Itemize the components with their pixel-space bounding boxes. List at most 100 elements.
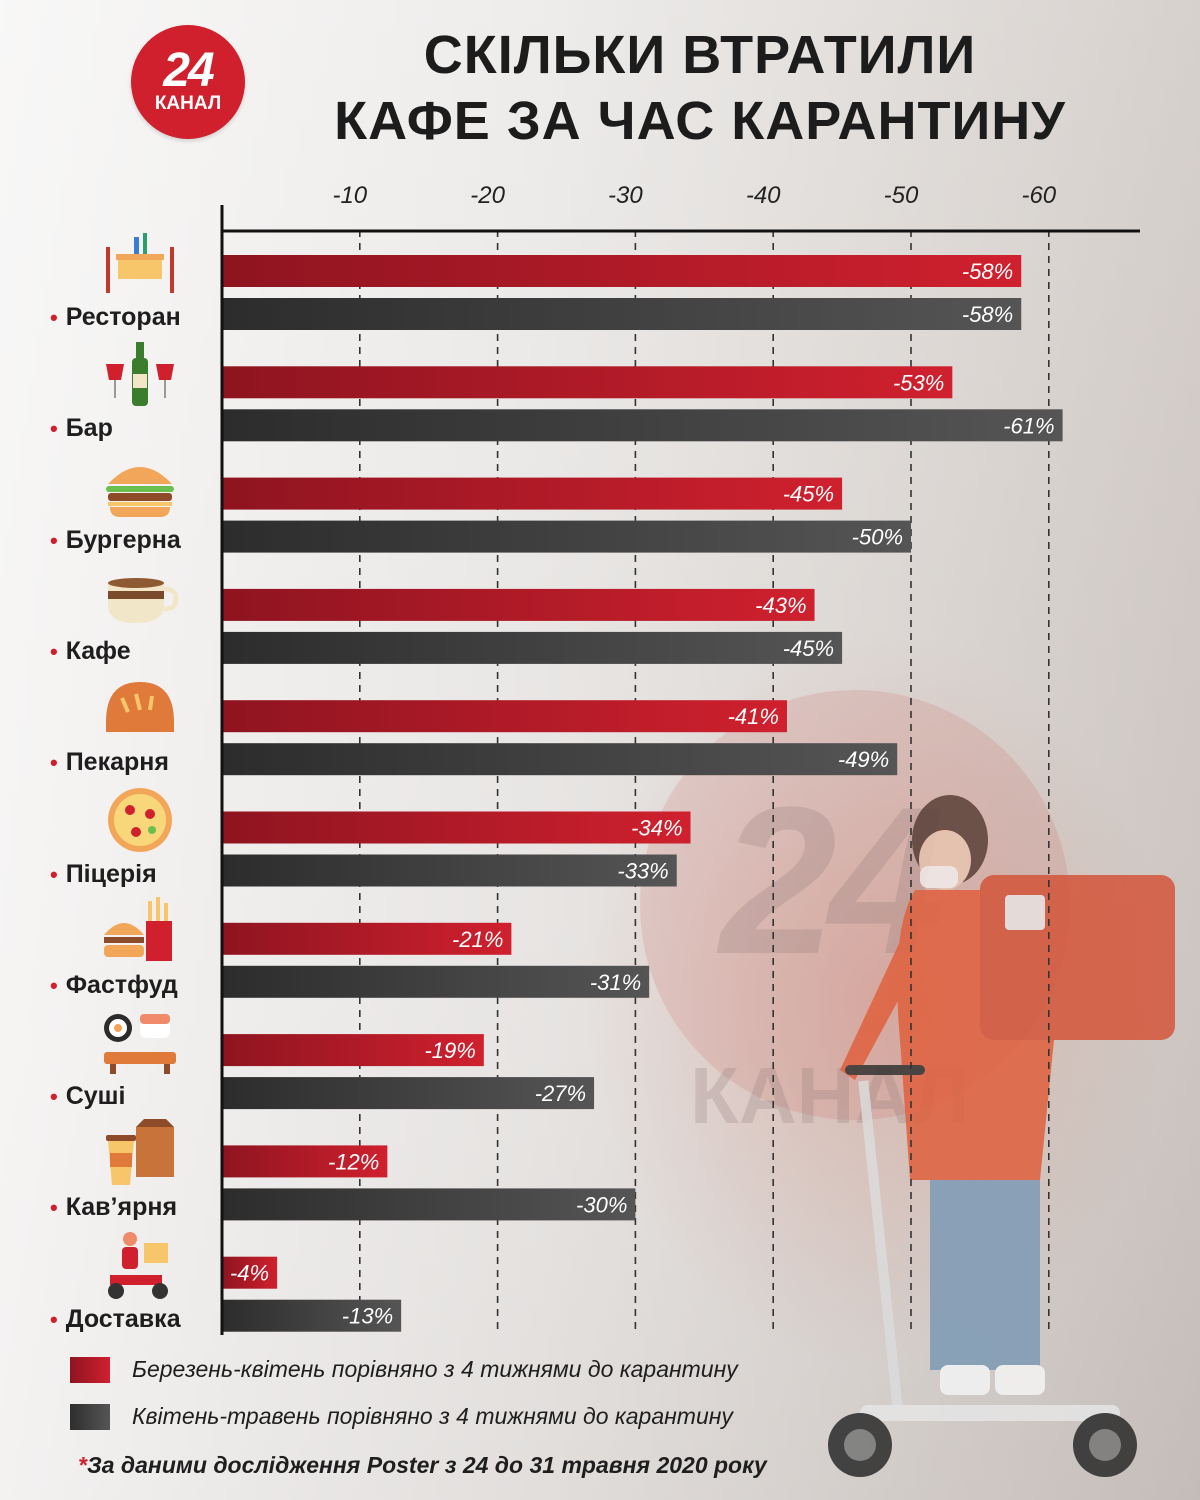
legend-item-series-1: Березень-квітень порівняно з 4 тижнями д… <box>70 1356 738 1383</box>
bar-value-label: -49% <box>838 747 889 772</box>
bar-red <box>222 1034 484 1067</box>
bullet-dot: • <box>50 416 58 442</box>
bullet-dot: • <box>50 750 58 776</box>
bar-gray <box>222 520 911 553</box>
bar-gray <box>222 631 843 664</box>
bar-red <box>222 477 843 510</box>
bar-value-label: -21% <box>452 927 503 952</box>
sushi-icon <box>100 1006 180 1078</box>
category-label: • Бар <box>50 414 215 443</box>
bar-value-label: -33% <box>617 859 668 884</box>
category-label: • Ресторан <box>50 303 215 332</box>
bar-red <box>222 255 1022 287</box>
bar-red <box>222 1256 278 1289</box>
bullet-dot: • <box>50 861 58 887</box>
bar-value-label: -53% <box>893 370 944 395</box>
coffee-cup-icon <box>100 561 180 633</box>
pizza-icon <box>100 784 180 856</box>
courier-scooter-illustration <box>828 795 1175 1477</box>
category-label: • Доставка <box>50 1305 215 1334</box>
bar-value-label: -27% <box>535 1081 586 1106</box>
x-tick-label: -30 <box>608 182 643 209</box>
note-asterisk: * <box>78 1452 87 1478</box>
category-text: Пекарня <box>65 748 169 777</box>
bar-value-label: -41% <box>728 704 779 729</box>
legend-label: Березень-квітень порівняно з 4 тижнями д… <box>132 1356 738 1382</box>
category-label: • Кав’ярня <box>50 1193 215 1222</box>
x-tick-label: -10 <box>332 182 367 209</box>
bar-gray <box>222 1077 595 1110</box>
bar-value-label: -19% <box>424 1038 475 1063</box>
category-label: • Пекарня <box>50 748 215 777</box>
bar-red <box>222 588 815 621</box>
bar-gray <box>222 409 1063 442</box>
bar-value-label: -34% <box>631 816 682 841</box>
channel-24-logo: 24 КАНАЛ <box>131 25 245 139</box>
bullet-dot: • <box>50 972 58 998</box>
bar-value-label: -4% <box>230 1261 269 1286</box>
fastfood-icon <box>100 895 180 967</box>
category-text: Фастфуд <box>65 970 178 999</box>
category-label: • Суші <box>50 1082 215 1111</box>
delivery-scooter-icon <box>100 1229 180 1301</box>
bullet-dot: • <box>50 1306 58 1332</box>
bar-value-label: -45% <box>783 482 834 507</box>
logo-number: 24 <box>163 44 214 97</box>
bar-red <box>222 366 953 399</box>
category-label: • Фастфуд <box>50 971 215 1000</box>
title-line-2: КАФЕ ЗА ЧАС КАРАНТИНУ <box>334 91 1066 151</box>
title-line-1: СКІЛЬКИ ВТРАТИЛИ <box>423 25 977 85</box>
bar-value-label: -61% <box>1003 413 1054 438</box>
category-text: Кав’ярня <box>65 1193 178 1222</box>
bread-loaf-icon <box>100 672 180 744</box>
bullet-dot: • <box>50 1195 58 1221</box>
burger-icon <box>100 450 180 522</box>
bullet-dot: • <box>50 1084 58 1110</box>
category-text: Бар <box>65 414 113 443</box>
category-text: Бургерна <box>65 525 181 554</box>
category-label: • Кафе <box>50 637 215 666</box>
legend-swatch-gray <box>70 1403 110 1430</box>
category-text: Кафе <box>65 636 131 665</box>
page-title: СКІЛЬКИ ВТРАТИЛИ КАФЕ ЗА ЧАС КАРАНТИНУ <box>250 22 1150 154</box>
bar-value-label: -13% <box>342 1304 393 1329</box>
bar-value-label: -30% <box>576 1192 627 1217</box>
bar-gray <box>222 298 1022 330</box>
bar-value-label: -31% <box>590 970 641 995</box>
bar-gray <box>222 1299 402 1332</box>
category-text: Ресторан <box>65 303 181 331</box>
x-tick-label: -40 <box>746 182 781 209</box>
x-tick-label: -60 <box>1021 182 1056 209</box>
takeaway-coffee-icon <box>100 1117 180 1189</box>
bullet-dot: • <box>50 305 58 330</box>
x-tick-label: -20 <box>470 182 505 209</box>
bar-value-label: -50% <box>852 525 903 550</box>
bar-gray <box>222 854 677 887</box>
bar-red <box>222 1145 388 1178</box>
note-text: За даними дослідження Poster з 24 до 31 … <box>86 1452 767 1478</box>
bar-gray <box>222 743 898 776</box>
restaurant-table-icon <box>100 227 180 299</box>
wine-bottle-glasses-icon <box>100 338 180 410</box>
x-tick-label: -50 <box>884 182 919 209</box>
bar-red <box>222 811 691 844</box>
bar-gray <box>222 1188 636 1221</box>
bar-gray <box>222 965 650 998</box>
bar-red <box>222 700 787 733</box>
bar-value-label: -43% <box>755 593 806 618</box>
bullet-dot: • <box>50 527 58 553</box>
legend-item-series-2: Квітень-травень порівняно з 4 тижнями до… <box>70 1403 733 1430</box>
bar-value-label: -58% <box>962 259 1013 284</box>
legend-swatch-red <box>70 1356 110 1383</box>
category-text: Піцерія <box>65 859 157 888</box>
category-text: Доставка <box>65 1304 181 1333</box>
bar-value-label: -12% <box>328 1149 379 1174</box>
legend-label: Квітень-травень порівняно з 4 тижнями до… <box>132 1403 733 1429</box>
bar-value-label: -45% <box>783 636 834 661</box>
bar-value-label: -58% <box>962 302 1013 327</box>
logo-word: КАНАЛ <box>154 93 222 114</box>
category-label: • Піцерія <box>50 860 215 889</box>
source-note: *За даними дослідження Poster з 24 до 31… <box>78 1452 767 1479</box>
bullet-dot: • <box>50 638 58 664</box>
